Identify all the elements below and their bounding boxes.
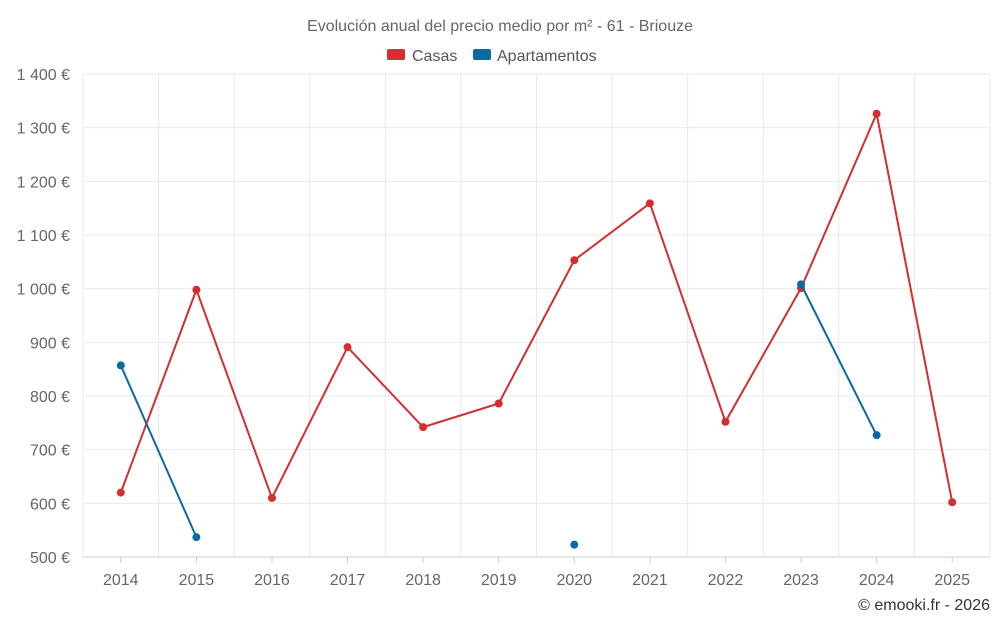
series-line-casas — [119, 112, 954, 503]
legend-label-apartamentos[interactable]: Apartamentos — [497, 48, 597, 65]
x-tick-label: 2014 — [103, 572, 139, 589]
x-tick-label: 2021 — [632, 572, 668, 589]
y-tick-label: 700 € — [30, 443, 70, 460]
x-tick-label: 2018 — [405, 572, 441, 589]
y-axis: 500 € 600 € 700 € 800 € 900 € 1 000 € 1 100 € 1… — [17, 67, 70, 567]
series-line-apartamentos — [800, 283, 878, 436]
legend-swatch-casas[interactable] — [387, 49, 405, 60]
data-point-casas[interactable] — [570, 256, 579, 265]
data-point-casas[interactable] — [116, 488, 125, 497]
y-tick-label: 1 400 € — [17, 67, 70, 84]
x-tick-label: 2020 — [556, 572, 592, 589]
series-apartamentos — [116, 280, 881, 549]
y-tick-label: 1 100 € — [17, 228, 70, 245]
y-tick-label: 600 € — [30, 496, 70, 513]
x-tick-label: 2023 — [783, 572, 819, 589]
data-point-casas[interactable] — [948, 498, 957, 507]
series-layer — [116, 109, 957, 549]
data-point-apartamentos[interactable] — [116, 361, 125, 370]
x-tick-label: 2017 — [330, 572, 366, 589]
y-tick-label: 500 € — [30, 550, 70, 567]
data-point-apartamentos[interactable] — [570, 540, 579, 549]
x-tick-label: 2022 — [708, 572, 744, 589]
x-tick-label: 2025 — [934, 572, 970, 589]
legend: Casas Apartamentos — [387, 48, 597, 65]
data-point-apartamentos[interactable] — [872, 431, 881, 440]
credit-text: © emooki.fr - 2026 — [858, 597, 990, 614]
x-tick-label: 2016 — [254, 572, 290, 589]
series-line-apartamentos — [119, 365, 198, 538]
data-point-casas[interactable] — [645, 199, 654, 208]
x-tick-label: 2024 — [859, 572, 895, 589]
series-casas — [116, 109, 957, 507]
x-tick-label: 2019 — [481, 572, 517, 589]
chart-title: Evolución anual del precio medio por m² … — [307, 18, 693, 35]
data-point-apartamentos[interactable] — [797, 280, 806, 289]
grid — [82, 73, 991, 558]
y-tick-label: 1 200 € — [17, 174, 70, 191]
y-tick-label: 800 € — [30, 389, 70, 406]
data-point-casas[interactable] — [267, 493, 276, 502]
y-tick-label: 900 € — [30, 335, 70, 352]
legend-label-casas[interactable]: Casas — [412, 48, 457, 65]
data-point-apartamentos[interactable] — [192, 533, 201, 542]
y-tick-label: 1 000 € — [17, 282, 70, 299]
data-point-casas[interactable] — [343, 343, 352, 352]
x-axis: 2014 2015 2016 2017 2018 2019 2020 2021 2022 2023… — [103, 557, 970, 589]
legend-swatch-apartamentos[interactable] — [473, 49, 491, 60]
data-point-casas[interactable] — [721, 417, 730, 426]
data-point-casas[interactable] — [494, 399, 503, 408]
data-point-casas[interactable] — [419, 423, 428, 432]
y-tick-label: 1 300 € — [17, 121, 70, 138]
data-point-casas[interactable] — [192, 285, 201, 294]
x-tick-label: 2015 — [179, 572, 215, 589]
data-point-casas[interactable] — [872, 109, 881, 118]
